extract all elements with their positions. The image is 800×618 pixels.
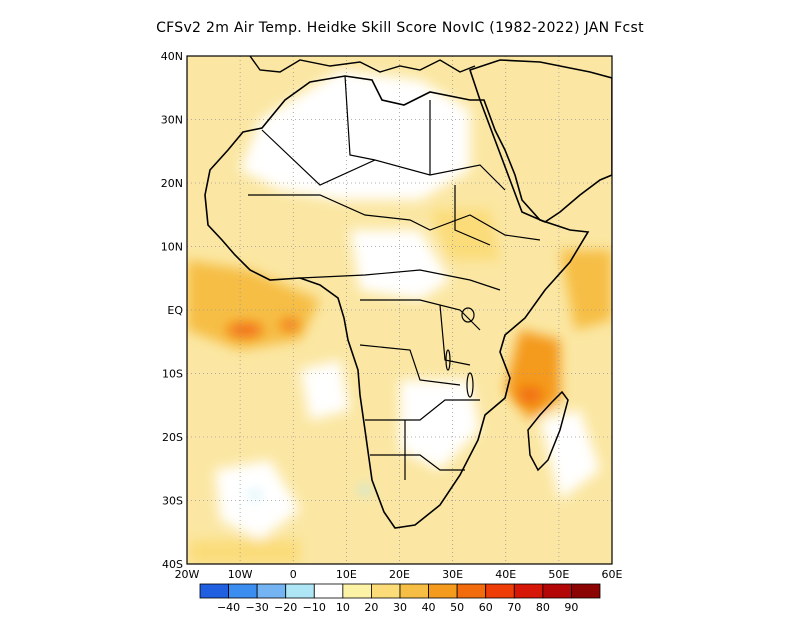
lat-tick-label: 30N bbox=[161, 114, 183, 127]
lat-tick-label: 10S bbox=[162, 368, 183, 381]
lon-tick-labels: 20W 10W 0 10E 20E 30E 40E 50E 60E bbox=[175, 568, 623, 581]
lon-tick-label: 30E bbox=[442, 568, 463, 581]
colorbar-swatch bbox=[371, 583, 401, 599]
colorbar-swatch bbox=[256, 583, 287, 599]
colorbar-swatch bbox=[571, 583, 601, 599]
southern-africa-low-skill bbox=[400, 380, 480, 470]
colorbar-label: 40 bbox=[422, 601, 436, 614]
colorbar-swatch bbox=[285, 583, 315, 599]
colorbar-swatch bbox=[313, 583, 344, 599]
africa-coastline bbox=[204, 75, 590, 529]
lon-tick-label: 50E bbox=[548, 568, 569, 581]
atlantic-low-skill bbox=[300, 360, 350, 420]
colorbar-label: 90 bbox=[564, 601, 578, 614]
mozambique-peak bbox=[518, 387, 542, 403]
guinea-peak-2 bbox=[280, 320, 300, 330]
negative-skill-patch bbox=[359, 486, 371, 494]
colorbar-swatch bbox=[399, 583, 429, 599]
negative-skill-patch-2 bbox=[249, 492, 261, 498]
colorbar-label: −40 bbox=[217, 601, 240, 614]
colorbar-swatch bbox=[428, 583, 458, 599]
indian-ocean-low-skill bbox=[540, 410, 600, 500]
lon-tick-label: 40E bbox=[495, 568, 516, 581]
colorbar-label: 60 bbox=[479, 601, 493, 614]
lat-tick-label: 40S bbox=[162, 558, 183, 571]
central-africa-low-skill bbox=[350, 230, 450, 300]
europe-coastline bbox=[249, 56, 476, 73]
lon-tick-label: 20E bbox=[389, 568, 410, 581]
colorbar-swatch bbox=[542, 583, 572, 599]
skill-score-field bbox=[187, 56, 612, 564]
colorbar-swatch bbox=[228, 583, 258, 599]
lat-tick-label: EQ bbox=[167, 304, 183, 317]
lon-tick-label: 10E bbox=[336, 568, 357, 581]
lat-tick-label: 40N bbox=[161, 50, 183, 63]
colorbar-label: 10 bbox=[336, 601, 350, 614]
lat-tick-label: 20S bbox=[162, 431, 183, 444]
colorbar-label: 80 bbox=[536, 601, 550, 614]
lon-tick-label: 10W bbox=[228, 568, 253, 581]
colorbar-swatch bbox=[199, 583, 229, 599]
lat-tick-labels: 40N 30N 20N 10N EQ 10S 20S 30S 40S bbox=[161, 50, 184, 571]
arabia-coastline bbox=[468, 59, 612, 223]
colorbar bbox=[199, 583, 601, 599]
colorbar-label: 30 bbox=[393, 601, 407, 614]
colorbar-swatch bbox=[342, 583, 372, 599]
colorbar-swatch bbox=[485, 583, 515, 599]
grid-lines bbox=[187, 56, 612, 564]
peak-patches bbox=[227, 320, 542, 498]
lon-tick-label: 0 bbox=[290, 568, 297, 581]
lon-tick-label: 20W bbox=[175, 568, 200, 581]
colorbar-swatch bbox=[456, 583, 487, 599]
colorbar-label: −30 bbox=[246, 601, 269, 614]
southern-ocean-skill bbox=[190, 540, 300, 564]
map-frame bbox=[186, 55, 613, 565]
madagascar-coastline bbox=[527, 390, 569, 472]
guinea-peak bbox=[227, 323, 263, 337]
colorbar-swatch bbox=[513, 583, 544, 599]
lakes bbox=[445, 307, 475, 398]
map-title: CFSv2 2m Air Temp. Heidke Skill Score No… bbox=[156, 20, 644, 36]
colorbar-label: 70 bbox=[507, 601, 521, 614]
colorbar-label: −20 bbox=[274, 601, 297, 614]
shading-patches bbox=[187, 70, 612, 564]
colorbar-label: −10 bbox=[303, 601, 326, 614]
colorbar-label: 50 bbox=[450, 601, 464, 614]
sahara-low-skill bbox=[240, 70, 470, 200]
lat-tick-label: 10N bbox=[161, 241, 183, 254]
lat-tick-label: 30S bbox=[162, 495, 183, 508]
country-borders bbox=[248, 75, 541, 480]
colorbar-labels: −40 −30 −20 −10 10 20 30 40 50 60 70 80 90 bbox=[217, 601, 578, 614]
lat-tick-label: 20N bbox=[161, 177, 183, 190]
colorbar-label: 20 bbox=[364, 601, 378, 614]
lon-tick-label: 60E bbox=[602, 568, 623, 581]
south-atlantic-low-skill bbox=[215, 460, 300, 540]
